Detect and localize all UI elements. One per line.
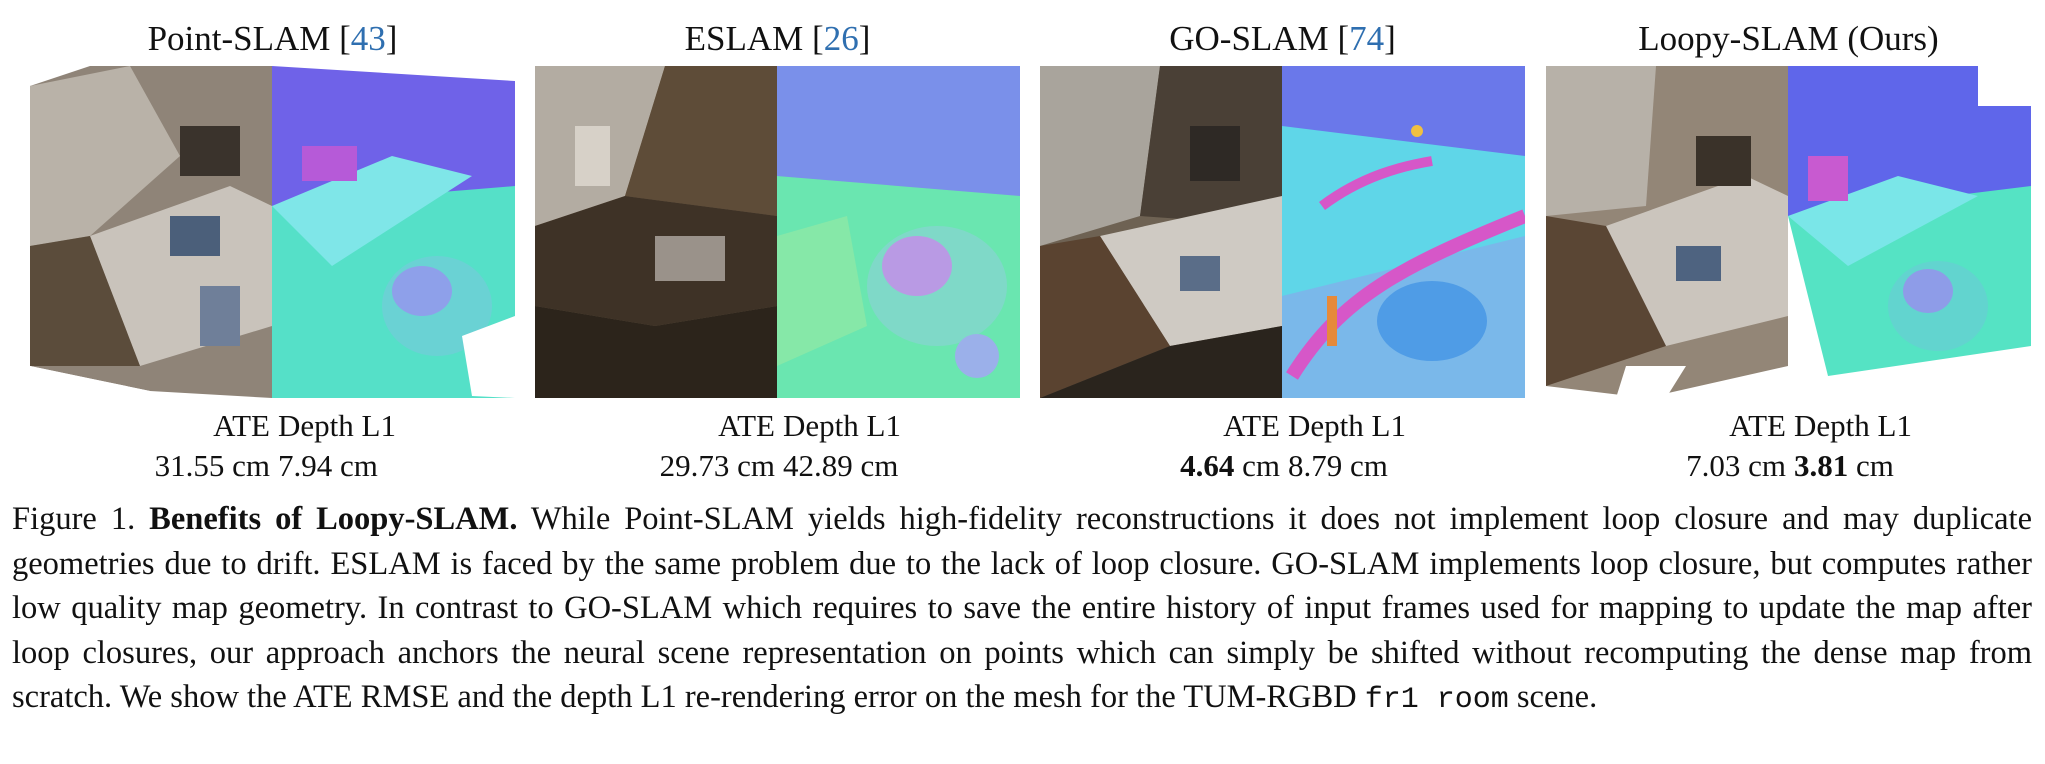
metrics-table: ATE Depth L1 31.55 cm 7.94 cm (30, 406, 515, 486)
caption-code: fr1 room (1364, 683, 1509, 717)
rgb-render (30, 66, 272, 398)
depth-l1-value: 3.81 cm (1794, 446, 1894, 486)
depth-unit: cm (1848, 448, 1894, 483)
depth-unit: cm (1342, 448, 1388, 483)
ate-unit: cm (224, 448, 270, 483)
caption-prefix: Figure 1. (12, 501, 150, 537)
rgb-render (535, 66, 777, 398)
method-name: GO-SLAM (1169, 19, 1329, 58)
ate-number: 4.64 (1180, 448, 1235, 483)
normal-render (272, 66, 515, 398)
reconstruction-image (535, 66, 1020, 398)
panel-title: ESLAM [26] (535, 18, 1020, 60)
depth-l1-label: Depth L1 (1288, 408, 1406, 443)
panel-title: GO-SLAM [74] (1040, 18, 1525, 60)
ate-label: ATE (1223, 408, 1280, 443)
method-name: Point-SLAM (147, 19, 331, 58)
depth-l1-label: Depth L1 (1794, 408, 1912, 443)
depth-number: 8.79 (1288, 448, 1343, 483)
normal-render (1788, 66, 2031, 398)
depth-l1-label: Depth L1 (783, 408, 901, 443)
ate-label: ATE (1729, 408, 1786, 443)
ate-value: 29.73 cm (660, 446, 775, 486)
depth-unit: cm (332, 448, 378, 483)
caption-end: scene. (1508, 679, 1598, 715)
rgb-render (1546, 66, 1788, 398)
rgb-render (1040, 66, 1282, 398)
depth-unit: cm (852, 448, 899, 483)
depth-l1-value: 7.94 cm (278, 446, 378, 486)
bracket-open: [ (330, 19, 351, 58)
ate-unit: cm (1740, 448, 1786, 483)
bracket-close: ] (858, 19, 871, 58)
ate-number: 29.73 (659, 448, 730, 483)
depth-l1-label: Depth L1 (278, 408, 396, 443)
caption-title: Benefits of Loopy-SLAM. (149, 501, 518, 537)
method-name: ESLAM (684, 19, 804, 58)
ate-unit: cm (1234, 448, 1280, 483)
normal-render (1282, 66, 1525, 398)
ate-value: 4.64 cm (1180, 446, 1280, 486)
ate-unit: cm (729, 448, 775, 483)
citation-link[interactable]: 43 (350, 19, 386, 58)
panel-title: Point-SLAM [43] (30, 18, 515, 60)
depth-number: 42.89 (783, 448, 853, 483)
citation-link[interactable]: 26 (823, 19, 859, 58)
metrics-table: ATE Depth L1 29.73 cm 42.89 cm (535, 406, 1020, 486)
ate-number: 7.03 (1686, 448, 1741, 483)
depth-number: 7.94 (278, 448, 333, 483)
bracket-close: ] (1384, 19, 1396, 58)
figure-caption: Figure 1. Benefits of Loopy-SLAM. While … (12, 497, 2032, 723)
ate-number: 31.55 (154, 448, 225, 483)
reconstruction-image (1040, 66, 1525, 398)
depth-l1-value: 8.79 cm (1288, 446, 1388, 486)
bracket-open: [ (1328, 19, 1350, 58)
citation-link[interactable]: 74 (1349, 19, 1385, 58)
normal-render (777, 66, 1020, 398)
reconstruction-image (30, 66, 515, 398)
depth-l1-value: 42.89 cm (783, 446, 898, 486)
bracket-open: [ (803, 19, 824, 58)
bracket-close: ] (385, 19, 398, 58)
metrics-table: ATE Depth L1 7.03 cm 3.81 cm (1546, 406, 2031, 486)
depth-number: 3.81 (1794, 448, 1849, 483)
ate-value: 7.03 cm (1686, 446, 1786, 486)
metrics-table: ATE Depth L1 4.64 cm 8.79 cm (1040, 406, 1525, 486)
panel-point-slam: Point-SLAM [43] (30, 0, 515, 490)
panel-eslam: ESLAM [26] (535, 0, 1020, 490)
method-name: Loopy-SLAM (Ours) (1638, 19, 1939, 58)
ate-label: ATE (213, 408, 270, 443)
reconstruction-image (1546, 66, 2031, 398)
panel-title: Loopy-SLAM (Ours) (1546, 18, 2031, 60)
panel-loopy-slam: Loopy-SLAM (Ours) (1546, 0, 2031, 490)
ate-value: 31.55 cm (155, 446, 270, 486)
ate-label: ATE (718, 408, 775, 443)
panel-go-slam: GO-SLAM [74] (1040, 0, 1525, 490)
caption-body: While Point-SLAM yields high-fidelity re… (12, 501, 2032, 715)
